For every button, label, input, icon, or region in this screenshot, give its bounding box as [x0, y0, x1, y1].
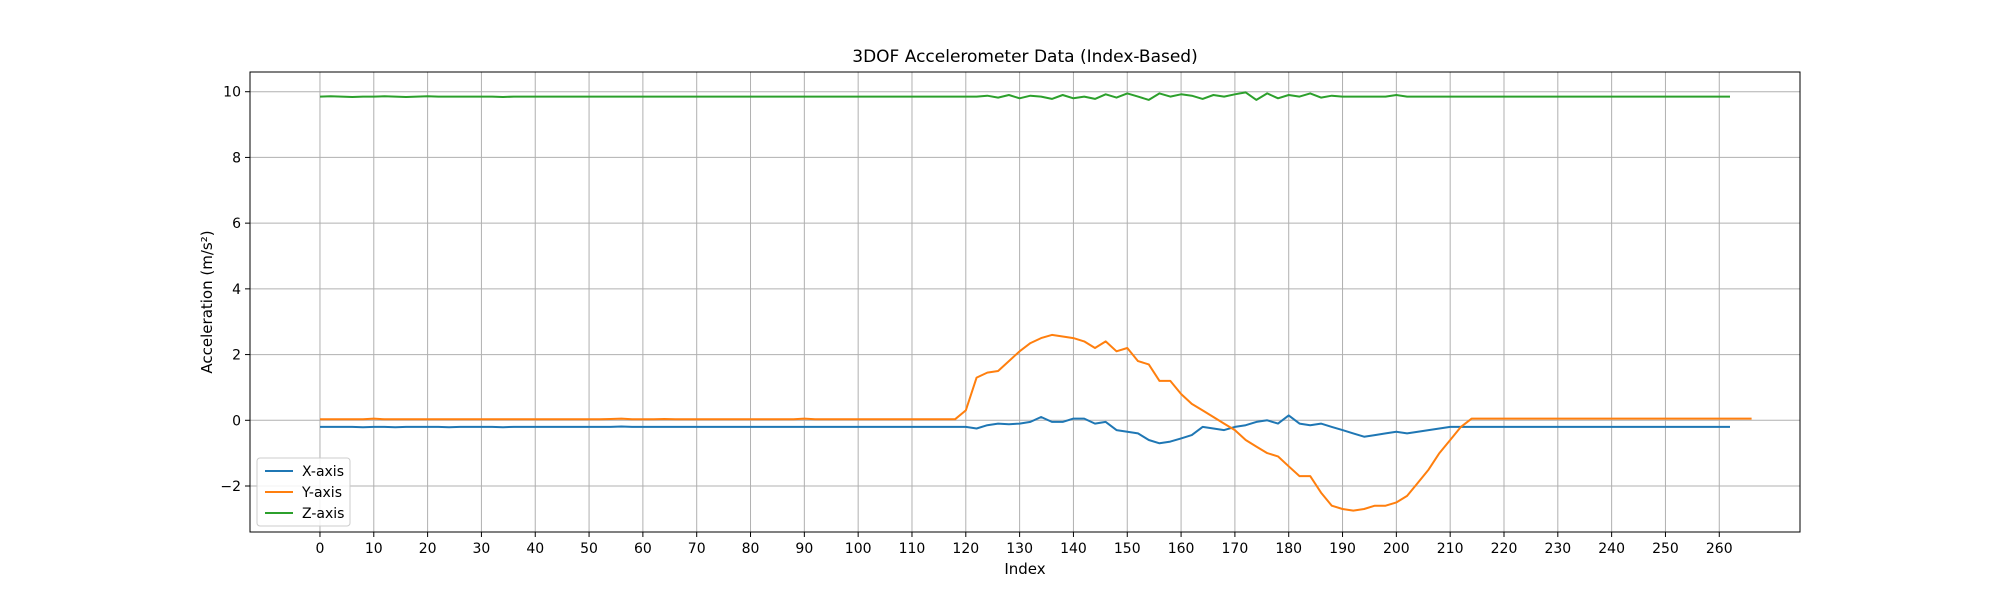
y-tick-label: 4: [232, 282, 241, 298]
x-tick-label: 20: [419, 541, 437, 557]
x-tick-label: 30: [473, 541, 491, 557]
x-tick-label: 130: [1006, 541, 1033, 557]
x-tick-label: 40: [526, 541, 544, 557]
plot-frame: [249, 71, 1801, 533]
y-tick-label: 6: [232, 216, 241, 232]
x-tick-label: 160: [1168, 541, 1195, 557]
legend: X-axis Y-axis Z-axis: [256, 457, 351, 527]
x-tick-label: 50: [580, 541, 598, 557]
x-tick-label: 60: [634, 541, 652, 557]
x-tick-label: 10: [365, 541, 383, 557]
legend-label-z: Z-axis: [302, 506, 344, 522]
x-tick-label: 180: [1275, 541, 1302, 557]
x-tick-label: 0: [316, 541, 325, 557]
x-tick-label: 70: [688, 541, 706, 557]
grid: [250, 72, 1800, 532]
x-axis-label: Index: [1004, 560, 1045, 578]
x-tick-label: 250: [1652, 541, 1679, 557]
legend-label-x: X-axis: [302, 464, 344, 480]
x-tick-label: 120: [952, 541, 979, 557]
x-tick-label: 140: [1060, 541, 1087, 557]
legend-label-y: Y-axis: [301, 485, 342, 501]
x-tick-label: 170: [1222, 541, 1249, 557]
x-tick-label: 100: [845, 541, 872, 557]
x-tick-label: 230: [1544, 541, 1571, 557]
series-line-z-axis: [319, 91, 1730, 101]
x-tick-label: 80: [742, 541, 760, 557]
x-tick-label: 220: [1491, 541, 1518, 557]
y-tick-label: 10: [223, 85, 241, 101]
legend-box: [256, 457, 351, 527]
x-tick-label: 90: [795, 541, 813, 557]
x-tick-label: 110: [899, 541, 926, 557]
series-line-x-axis: [320, 414, 1730, 445]
x-tick-label: 260: [1706, 541, 1733, 557]
x-tick-label: 210: [1437, 541, 1464, 557]
x-tick-label: 150: [1114, 541, 1141, 557]
y-axis-label: Acceleration (m/s²): [198, 230, 216, 373]
series-line-y-axis: [320, 333, 1752, 512]
y-tick-label: 2: [232, 348, 241, 364]
y-tick-label: 0: [232, 413, 241, 429]
y-tick-label: −2: [220, 479, 241, 495]
x-tick-label: 190: [1329, 541, 1356, 557]
y-tick-label: 8: [232, 150, 241, 166]
x-tick-label: 200: [1383, 541, 1410, 557]
chart-title: 3DOF Accelerometer Data (Index-Based): [852, 47, 1197, 67]
x-tick-label: 240: [1598, 541, 1625, 557]
series-lines: [319, 91, 1752, 512]
axis-ticks: 0 10 20 30 40 50 60 70 80 90 100 110 120 130 140 150 160…: [220, 85, 1732, 557]
